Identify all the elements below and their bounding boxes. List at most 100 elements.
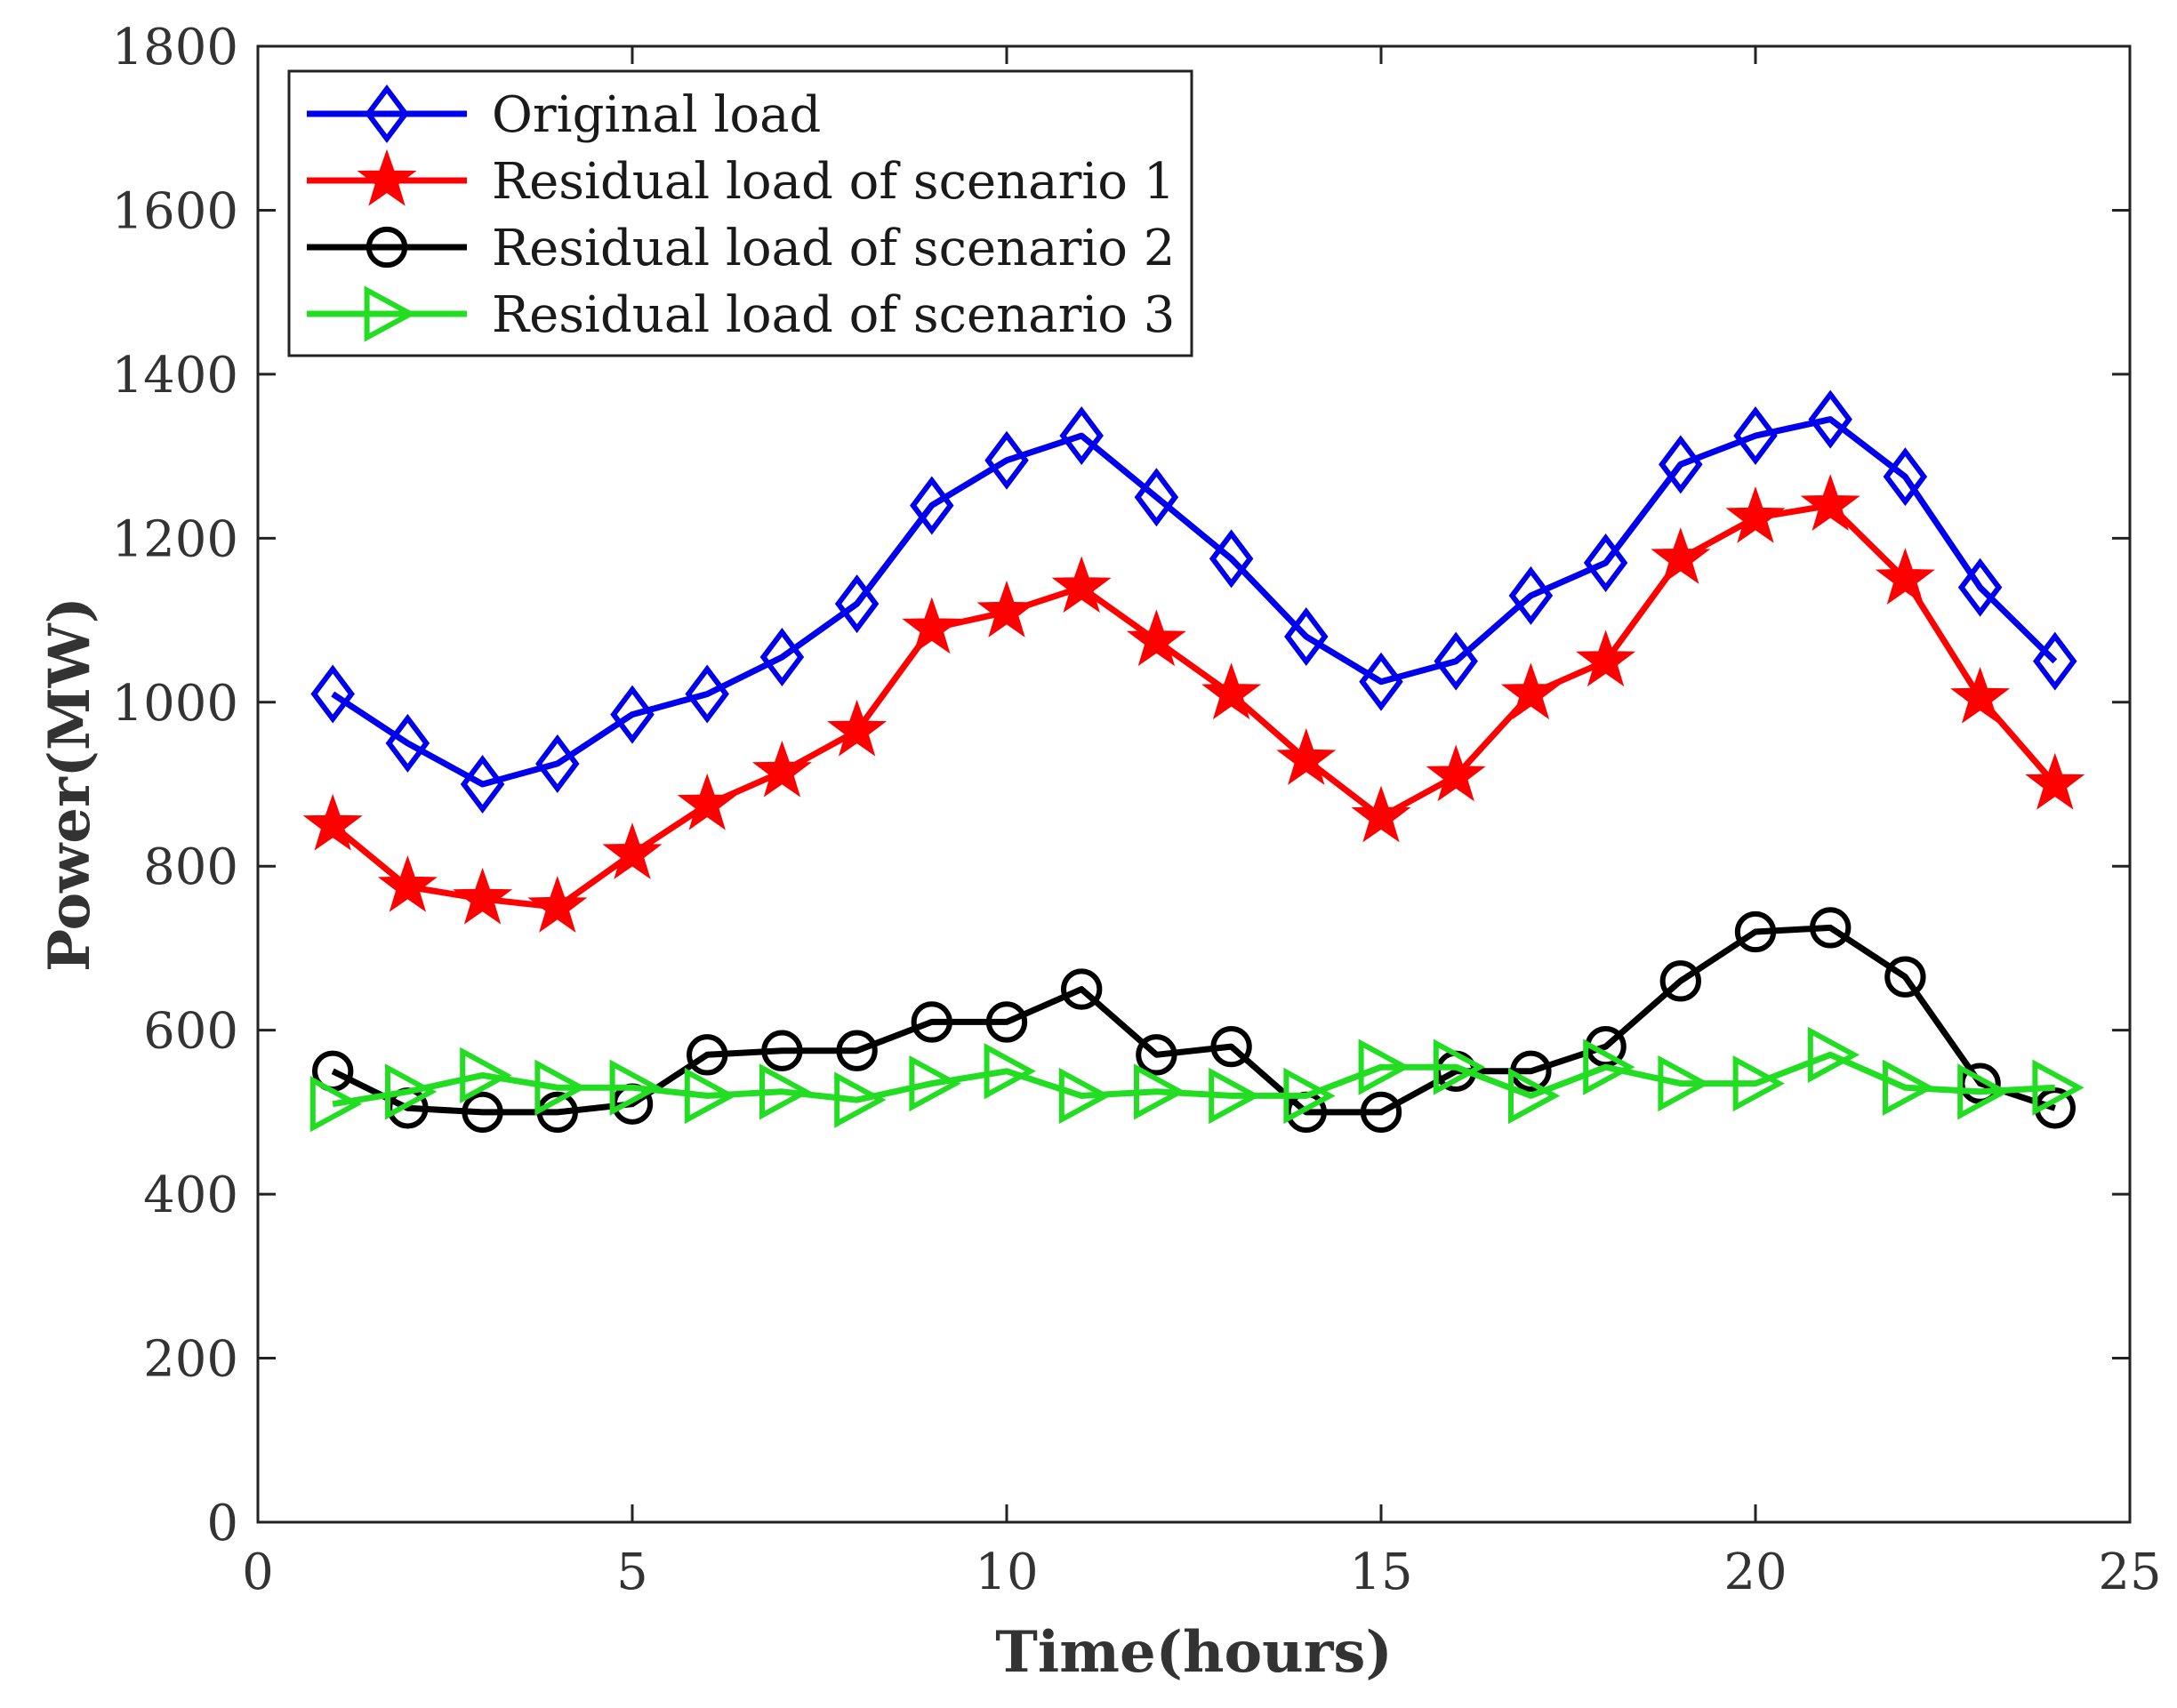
series-layer xyxy=(302,389,2085,1134)
legend-marker xyxy=(366,226,408,269)
data-point xyxy=(1658,1054,1710,1112)
series-1 xyxy=(310,389,2077,814)
data-point xyxy=(1500,662,1561,720)
data-point xyxy=(1725,486,1786,543)
data-point xyxy=(302,793,363,851)
data-point xyxy=(1508,565,1554,625)
x-tick-label: 10 xyxy=(975,1544,1038,1601)
data-point xyxy=(385,1063,438,1120)
data-point xyxy=(834,574,880,634)
data-point xyxy=(309,1076,363,1133)
data-point xyxy=(460,1046,512,1104)
data-point xyxy=(1508,1067,1561,1125)
legend-marker xyxy=(357,148,417,206)
x-tick-label: 5 xyxy=(616,1544,648,1601)
data-point xyxy=(453,867,513,925)
data-point xyxy=(1284,607,1329,666)
data-point xyxy=(759,628,805,687)
data-point xyxy=(759,1063,812,1120)
data-point xyxy=(460,755,505,814)
data-point xyxy=(462,1091,503,1134)
data-point xyxy=(984,430,1029,490)
data-point xyxy=(385,713,430,773)
data-point xyxy=(1734,910,1777,953)
data-point xyxy=(1583,533,1628,592)
y-axis-title: Power(MW) xyxy=(36,597,103,972)
legend-label: Original load xyxy=(492,86,821,144)
y-tick-label: 1000 xyxy=(111,675,238,733)
data-point xyxy=(535,734,580,793)
data-point xyxy=(1957,1063,2010,1120)
y-tick-label: 1400 xyxy=(111,347,238,405)
data-point xyxy=(1800,474,1860,531)
data-point xyxy=(761,1030,803,1071)
data-point xyxy=(1283,1067,1336,1125)
data-point xyxy=(1210,1025,1252,1068)
data-point xyxy=(751,740,812,798)
data-point xyxy=(1351,785,1411,843)
series-4 xyxy=(309,1026,2085,1133)
legend-entry: Residual load of scenario 3 xyxy=(307,285,1175,344)
plot-area-frame xyxy=(256,44,2132,1524)
data-point xyxy=(687,1034,728,1076)
data-point xyxy=(1426,744,1486,802)
y-tick-label: 400 xyxy=(143,1167,238,1224)
data-point xyxy=(1884,956,1926,998)
data-point xyxy=(909,1054,961,1112)
x-tick-label: 20 xyxy=(1723,1544,1787,1601)
data-point xyxy=(1810,907,1852,949)
data-point xyxy=(1950,666,2011,724)
data-point xyxy=(1732,1054,1785,1112)
data-point xyxy=(310,664,355,724)
data-point xyxy=(1883,1059,1935,1116)
data-point xyxy=(1433,1038,1486,1095)
data-point xyxy=(1136,1034,1177,1076)
legend-label: Residual load of scenario 3 xyxy=(492,286,1175,344)
legend-marker xyxy=(365,84,409,143)
data-point xyxy=(1061,968,1103,1010)
data-point xyxy=(1659,960,1701,1002)
legend-marker xyxy=(364,285,416,342)
data-point xyxy=(1733,406,1778,466)
data-point xyxy=(827,699,888,757)
data-point xyxy=(1875,548,1935,605)
data-point xyxy=(685,664,729,724)
data-point xyxy=(1576,629,1636,687)
legend: Original load Residual load of scenario 1… xyxy=(287,69,1193,357)
data-point xyxy=(1359,652,1403,711)
data-point xyxy=(2025,752,2085,810)
data-point xyxy=(610,685,655,744)
data-point xyxy=(1209,529,1254,589)
data-point xyxy=(684,1067,737,1125)
data-point xyxy=(985,1001,1028,1043)
data-point xyxy=(2033,631,2077,691)
data-point xyxy=(910,476,954,535)
data-point xyxy=(911,1001,952,1043)
x-tick-label: 0 xyxy=(242,1544,274,1601)
legend-box xyxy=(287,69,1193,357)
x-tick-label: 25 xyxy=(2098,1544,2161,1601)
y-tick-label: 800 xyxy=(143,838,238,896)
axes-layer: 0 5 10 15 20 25 0 200 400 600 800 1000 1200 1400 1600 1… xyxy=(111,19,2161,1601)
y-tick-label: 1200 xyxy=(111,510,238,568)
data-point xyxy=(836,1030,878,1071)
data-point xyxy=(1659,435,1703,494)
data-point xyxy=(834,1071,887,1128)
legend-label: Residual load of scenario 1 xyxy=(492,153,1175,211)
data-point xyxy=(602,822,663,879)
data-point xyxy=(1134,1063,1186,1120)
data-point xyxy=(1651,527,1711,584)
data-point xyxy=(2032,1059,2085,1116)
data-point xyxy=(377,855,438,912)
data-point xyxy=(1134,468,1179,527)
data-point xyxy=(534,1059,587,1116)
legend-entry: Residual load of scenario 2 xyxy=(307,220,1175,277)
data-point xyxy=(1360,1091,1402,1134)
data-point xyxy=(1434,631,1478,691)
y-tick-label: 0 xyxy=(206,1495,238,1552)
data-point xyxy=(1957,557,2003,617)
data-point xyxy=(1808,389,1852,449)
data-point xyxy=(1583,1038,1635,1095)
data-point xyxy=(677,773,737,830)
